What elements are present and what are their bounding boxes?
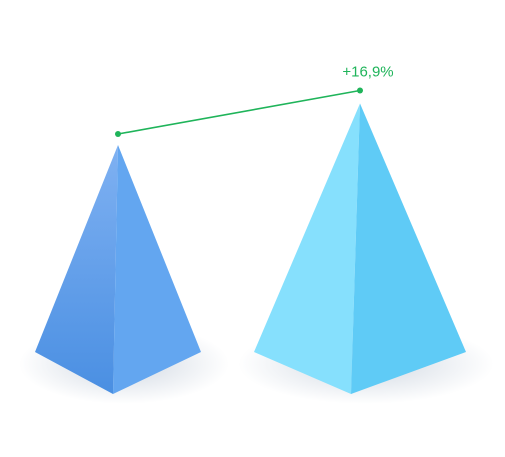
pyramid-face-right xyxy=(113,145,201,394)
pyramid-bar-2 xyxy=(254,103,466,394)
pyramid-face-left xyxy=(35,145,118,394)
pyramid-bar-1 xyxy=(35,145,201,394)
change-percent-label: +16,9% xyxy=(342,64,393,81)
change-connector-line xyxy=(117,89,361,135)
pyramid-face-left xyxy=(254,103,360,394)
connector-dot-start xyxy=(115,131,121,137)
pyramid-face-right xyxy=(351,103,466,394)
connector-dot-end xyxy=(357,87,363,94)
